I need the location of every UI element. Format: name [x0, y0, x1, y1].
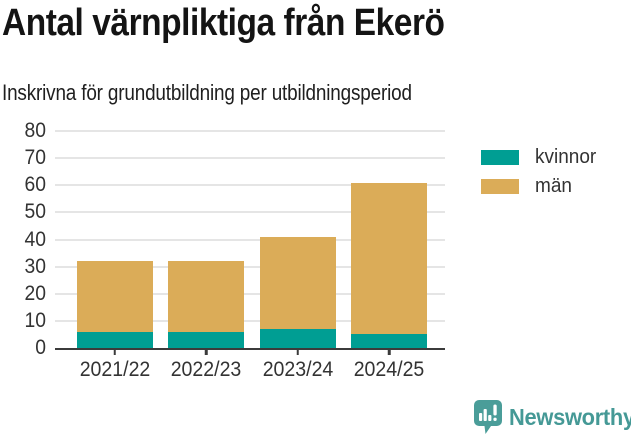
x-axis-line [55, 347, 445, 350]
y-tick-label-30: 30 [24, 254, 46, 278]
bar-segment-kvinnor [76, 331, 153, 348]
plot-area: 2021/22 2022/23 2023/24 2024/25 [55, 130, 445, 381]
y-tick-label-50: 50 [24, 200, 46, 224]
bar-stack [168, 261, 245, 348]
bar-segment-kvinnor [351, 334, 428, 348]
gridline-10 [55, 319, 445, 322]
gridline-20 [55, 292, 445, 295]
bar-segment-kvinnor [168, 331, 245, 348]
bar-column-2022/23: 2022/23 [161, 131, 253, 381]
legend: kvinnor män [481, 146, 599, 207]
legend-item-kvinnor: kvinnor [481, 146, 599, 168]
logo-exclamation-dot [493, 417, 497, 421]
y-tick-label-20: 20 [24, 281, 46, 305]
bar-stack [259, 236, 336, 348]
bar-columns: 2021/22 2022/23 2023/24 2024/25 [69, 131, 436, 381]
bar-segment-kvinnor [259, 329, 336, 348]
x-tick [388, 349, 391, 355]
newsworthy-logo-icon [474, 400, 502, 434]
bar-segment-män [351, 182, 428, 335]
logo-bar-2 [483, 409, 487, 421]
y-tick-label-40: 40 [24, 227, 46, 251]
bar-segment-män [259, 236, 336, 330]
legend-label: kvinnor [535, 146, 597, 168]
gridline-30 [55, 265, 445, 268]
gridline-40 [55, 238, 445, 241]
y-axis: 0 10 20 30 40 50 60 70 80 [0, 120, 46, 358]
y-tick-label-70: 70 [24, 146, 46, 170]
y-tick-label-80: 80 [24, 119, 46, 142]
y-tick-label-60: 60 [24, 173, 46, 197]
legend-swatch [481, 149, 519, 165]
bar-stack [351, 182, 428, 348]
x-tick-label-2024/25: 2024/25 [353, 358, 425, 381]
gridline-60 [55, 184, 445, 187]
bar-column-2023/24: 2023/24 [252, 131, 344, 381]
legend-item-män: män [481, 175, 599, 197]
legend-swatch [481, 178, 519, 194]
logo-exclamation-stem [493, 404, 497, 416]
bar-stack [76, 261, 153, 348]
x-tick [205, 349, 208, 355]
bar-segment-män [76, 261, 153, 332]
bar-column-2021/22: 2021/22 [69, 131, 161, 381]
bar-segment-män [168, 261, 245, 332]
brand-name: Newsworthy [509, 403, 631, 430]
x-tick [296, 349, 299, 355]
brand-footer: Newsworthy [474, 400, 631, 434]
bar-column-2024/25: 2024/25 [344, 131, 436, 381]
legend-label: män [535, 175, 572, 197]
chart-subtitle: Inskrivna för grundutbildning per utbild… [2, 80, 412, 105]
y-tick-label-0: 0 [35, 336, 46, 359]
x-tick-label-2022/23: 2022/23 [170, 358, 242, 381]
logo-bar-3 [488, 415, 492, 421]
gridline-70 [55, 157, 445, 160]
gridline-80 [55, 130, 445, 132]
x-tick [113, 349, 116, 355]
chart-title: Antal värnpliktiga från Ekerö [2, 2, 445, 44]
gridline-50 [55, 211, 445, 214]
x-tick-label-2021/22: 2021/22 [79, 358, 151, 381]
y-tick-label-10: 10 [24, 308, 46, 332]
logo-bar-1 [479, 413, 483, 421]
x-tick-label-2023/24: 2023/24 [262, 358, 334, 381]
